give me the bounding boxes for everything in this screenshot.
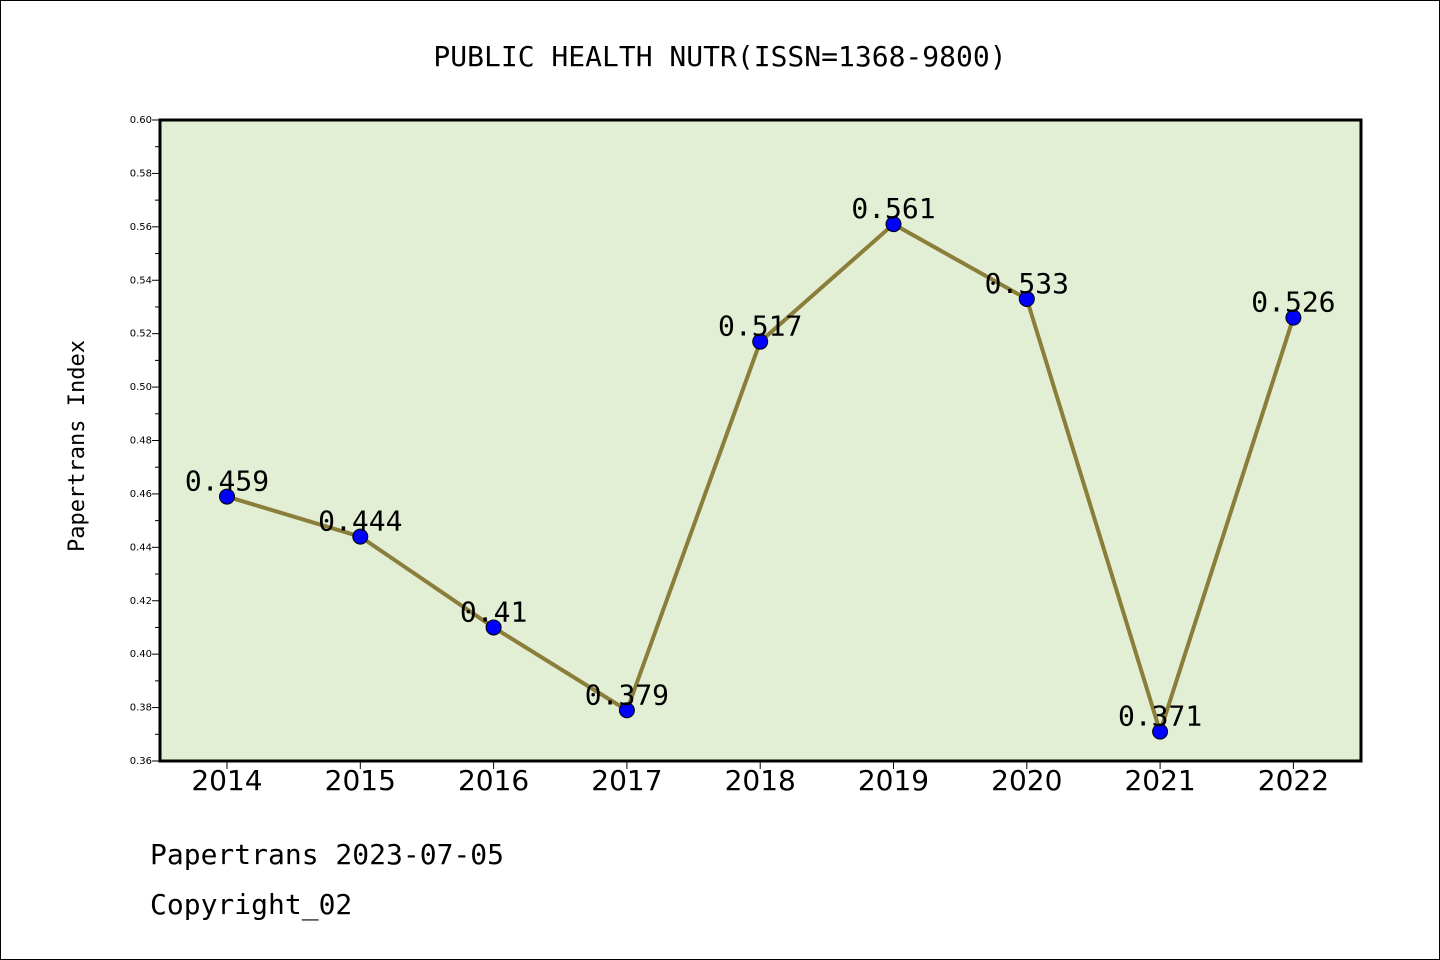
x-axis: 2014 2015 2016 2017 2018 2019 2020 2021 2022 [191, 761, 1329, 797]
chart-title: PUBLIC HEALTH NUTR(ISSN=1368-9800) [433, 40, 1006, 73]
data-label-2019: 0.561 [851, 192, 935, 225]
data-point-2022 [1285, 309, 1302, 326]
data-label-2017: 0.379 [585, 678, 669, 711]
data-points [219, 216, 1302, 740]
y-tick-label: 0.58 [130, 168, 152, 179]
data-point-2019 [885, 216, 902, 233]
y-tick-label: 0.38 [130, 703, 152, 714]
y-tick-label: 0.60 [130, 115, 152, 126]
data-point-2020 [1018, 290, 1035, 307]
data-point-2021 [1152, 723, 1169, 740]
data-label-2018: 0.517 [718, 310, 802, 343]
data-label-2014: 0.459 [185, 465, 269, 498]
data-label-2021: 0.371 [1118, 700, 1202, 733]
plot-area [160, 120, 1361, 761]
data-label-2022: 0.526 [1251, 286, 1335, 319]
x-tick-label: 2019 [858, 764, 929, 797]
data-point-2014 [219, 488, 235, 505]
y-tick-label: 0.56 [130, 222, 152, 233]
y-tick-label: 0.48 [130, 436, 152, 447]
x-tick-label: 2015 [325, 764, 396, 797]
y-tick-label: 0.50 [130, 382, 152, 393]
y-tick-label: 0.40 [130, 649, 152, 660]
data-point-2015 [352, 528, 369, 545]
x-tick-label: 2021 [1124, 764, 1195, 797]
footer-copyright: Copyright_02 [150, 888, 352, 922]
data-point-2017 [618, 702, 635, 719]
plot-border [158, 118, 1363, 763]
y-tick-label: 0.46 [130, 489, 152, 500]
y-tick-label: 0.52 [130, 329, 152, 340]
x-tick-label: 2018 [725, 764, 796, 797]
x-tick-label: 2014 [191, 764, 262, 797]
data-label-2020: 0.533 [985, 267, 1069, 300]
y-tick-label: 0.42 [130, 596, 152, 607]
data-label-2015: 0.444 [318, 505, 402, 538]
x-tick-label: 2020 [991, 764, 1062, 797]
y-axis-label: Papertrans Index [65, 340, 90, 552]
data-point-2016 [485, 619, 502, 636]
data-labels: 0.459 0.444 0.41 0.379 0.517 0.561 0.533 0.371 0… [185, 192, 1336, 732]
x-tick-label: 2016 [458, 764, 529, 797]
data-point-2018 [752, 333, 769, 350]
y-tick-label: 0.54 [130, 275, 152, 286]
y-tick-label: 0.44 [130, 542, 152, 553]
data-label-2016: 0.41 [460, 595, 527, 628]
footer-date: Papertrans 2023-07-05 [150, 838, 504, 871]
x-tick-label: 2022 [1258, 764, 1329, 797]
x-tick-label: 2017 [591, 764, 662, 797]
y-axis: 0.36 0.38 0.40 0.42 0.44 0.46 0.48 0.50 0.52 0.54… [130, 115, 160, 767]
y-tick-label: 0.36 [130, 756, 152, 767]
